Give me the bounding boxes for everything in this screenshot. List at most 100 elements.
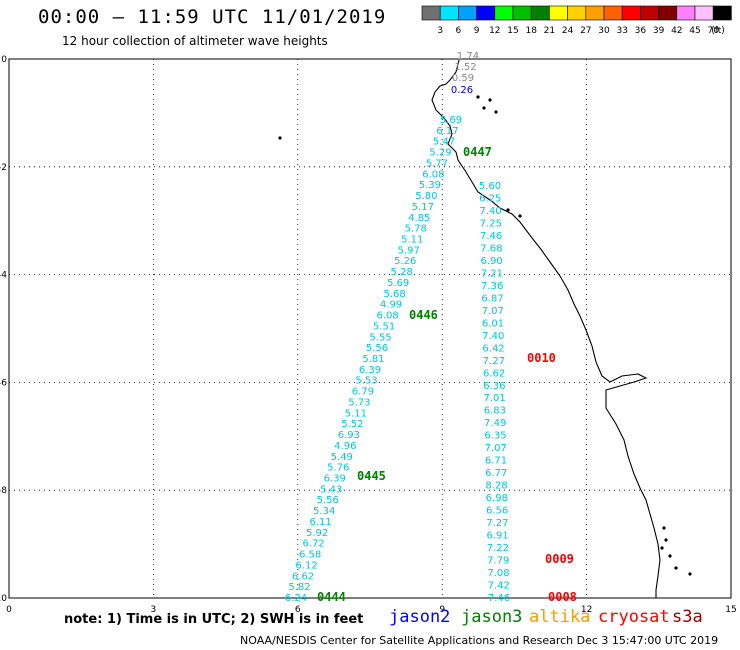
colorbar-tick-label: 39	[653, 26, 665, 36]
swh-label: 6.72	[302, 539, 324, 550]
swh-label: 5.82	[288, 582, 310, 593]
colorbar-tick-label: 18	[525, 26, 537, 36]
swh-label: 5.68	[384, 289, 406, 300]
swh-label: 6.08	[376, 311, 398, 322]
y-tick-label: -10	[0, 594, 7, 604]
swh-label: 5.81	[362, 354, 384, 365]
y-tick-label: -2	[0, 163, 7, 173]
swh-label: 5.69	[387, 278, 409, 289]
swh-label: 7.08	[487, 568, 509, 579]
y-tick-label: -6	[0, 378, 7, 388]
swh-label: 4.85	[408, 213, 430, 224]
pass-number-label: 0447	[463, 145, 492, 159]
swh-label: 5.51	[373, 321, 395, 332]
swh-label: 6.93	[338, 430, 360, 441]
pass-number-label: 0008	[548, 590, 577, 604]
swh-label: 6.24	[285, 593, 307, 604]
pass-number-label: 0446	[409, 308, 438, 322]
swh-label: 1.52	[454, 62, 476, 73]
pass-number-label: 0445	[357, 469, 386, 483]
swh-label: 6.35	[484, 431, 506, 442]
swh-label: 0.59	[452, 73, 474, 84]
swh-label: 0.26	[451, 85, 473, 96]
swh-label: 6.56	[486, 506, 508, 517]
note-text: note: 1) Time is in UTC; 2) SWH is in fe…	[64, 612, 364, 627]
swh-label: 7.68	[480, 243, 502, 254]
swh-label: 6.12	[295, 560, 317, 571]
swh-label: 5.34	[313, 506, 335, 517]
colorbar-tick-label: 9	[474, 26, 480, 36]
map-title: 00:00 – 11:59 UTC 11/01/2019	[38, 6, 387, 28]
swh-label: 8.28	[485, 481, 507, 492]
map-frame	[8, 58, 732, 599]
swh-label: 5.80	[415, 191, 437, 202]
colorbar-tick-label: 27	[580, 26, 591, 36]
swh-label: 6.42	[482, 343, 504, 354]
colorbar-tick-label: 6	[456, 26, 462, 36]
swh-label: 6.87	[481, 293, 503, 304]
swh-label: 7.46	[488, 593, 510, 604]
swh-label: 7.36	[481, 281, 503, 292]
island	[688, 572, 692, 576]
swh-label: 5.28	[391, 267, 413, 278]
island	[278, 136, 282, 140]
legend-cryosat: cryosat	[598, 607, 670, 627]
swh-label: 6.83	[484, 406, 506, 417]
x-tick-label: 9	[439, 605, 445, 615]
footer-credit: NOAA/NESDIS Center for Satellite Applica…	[240, 634, 719, 647]
colorbar-tick-label: 12	[489, 26, 500, 36]
island	[506, 208, 510, 212]
colorbar-tick-label: 36	[635, 26, 647, 36]
swh-label: 6.90	[481, 256, 503, 267]
swh-label: 4.96	[334, 441, 356, 452]
island	[662, 526, 666, 530]
swh-label: 7.22	[487, 543, 509, 554]
swh-label: 5.56	[366, 343, 388, 354]
swh-label: 5.60	[479, 181, 501, 192]
colorbar-tick-label: 30	[598, 26, 610, 36]
x-tick-label: 3	[151, 605, 157, 615]
swh-label: 6.25	[479, 193, 501, 204]
swh-label: 7.40	[479, 206, 501, 217]
swh-label: 5.26	[394, 256, 416, 267]
map-subtitle: 12 hour collection of altimeter wave hei…	[62, 34, 328, 48]
swh-label: 5.52	[341, 419, 363, 430]
island	[482, 106, 486, 110]
swh-label: 5.17	[412, 202, 434, 213]
swh-label: 6.77	[485, 468, 507, 479]
x-tick-label: 6	[295, 605, 301, 615]
swh-label: 7.79	[487, 556, 509, 567]
colorbar: 3 6 9 12 15 18 21 24 27 30 33 36 39 42 45 70(ft)	[421, 5, 732, 36]
swh-label: 6.39	[324, 474, 346, 485]
swh-label: 7.07	[485, 443, 507, 454]
swh-label: 6.39	[359, 365, 381, 376]
y-tick-label: 0	[1, 55, 7, 65]
swh-label: 5.69	[440, 115, 462, 126]
swh-label: 5.39	[419, 180, 441, 191]
swh-label: 5.76	[327, 463, 349, 474]
y-tick-label: -4	[0, 271, 7, 281]
swh-label: 7.01	[484, 393, 506, 404]
legend-s3a: s3a	[672, 607, 703, 627]
swh-label: 5.29	[429, 148, 451, 159]
colorbar-unit: (ft)	[711, 26, 725, 36]
swh-label: 5.11	[345, 408, 367, 419]
swh-label: 5.92	[306, 528, 328, 539]
swh-label: 5.77	[426, 158, 448, 169]
legend-jason2: jason2	[389, 607, 451, 627]
island	[664, 538, 668, 542]
swh-label: 5.53	[355, 376, 377, 387]
swh-label: 7.46	[480, 231, 502, 242]
island	[668, 554, 672, 558]
island	[660, 546, 664, 550]
swh-label: 6.36	[483, 381, 505, 392]
colorbar-tick-label: 42	[671, 26, 682, 36]
colorbar-tick-label: 33	[616, 26, 627, 36]
swh-label: 4.99	[380, 300, 402, 311]
legend-altika: altika	[529, 607, 591, 627]
swh-label: 6.08	[422, 169, 444, 180]
legend-jason3: jason3	[461, 607, 523, 627]
swh-label: 6.01	[482, 318, 504, 329]
swh-label: 6.71	[485, 456, 507, 467]
